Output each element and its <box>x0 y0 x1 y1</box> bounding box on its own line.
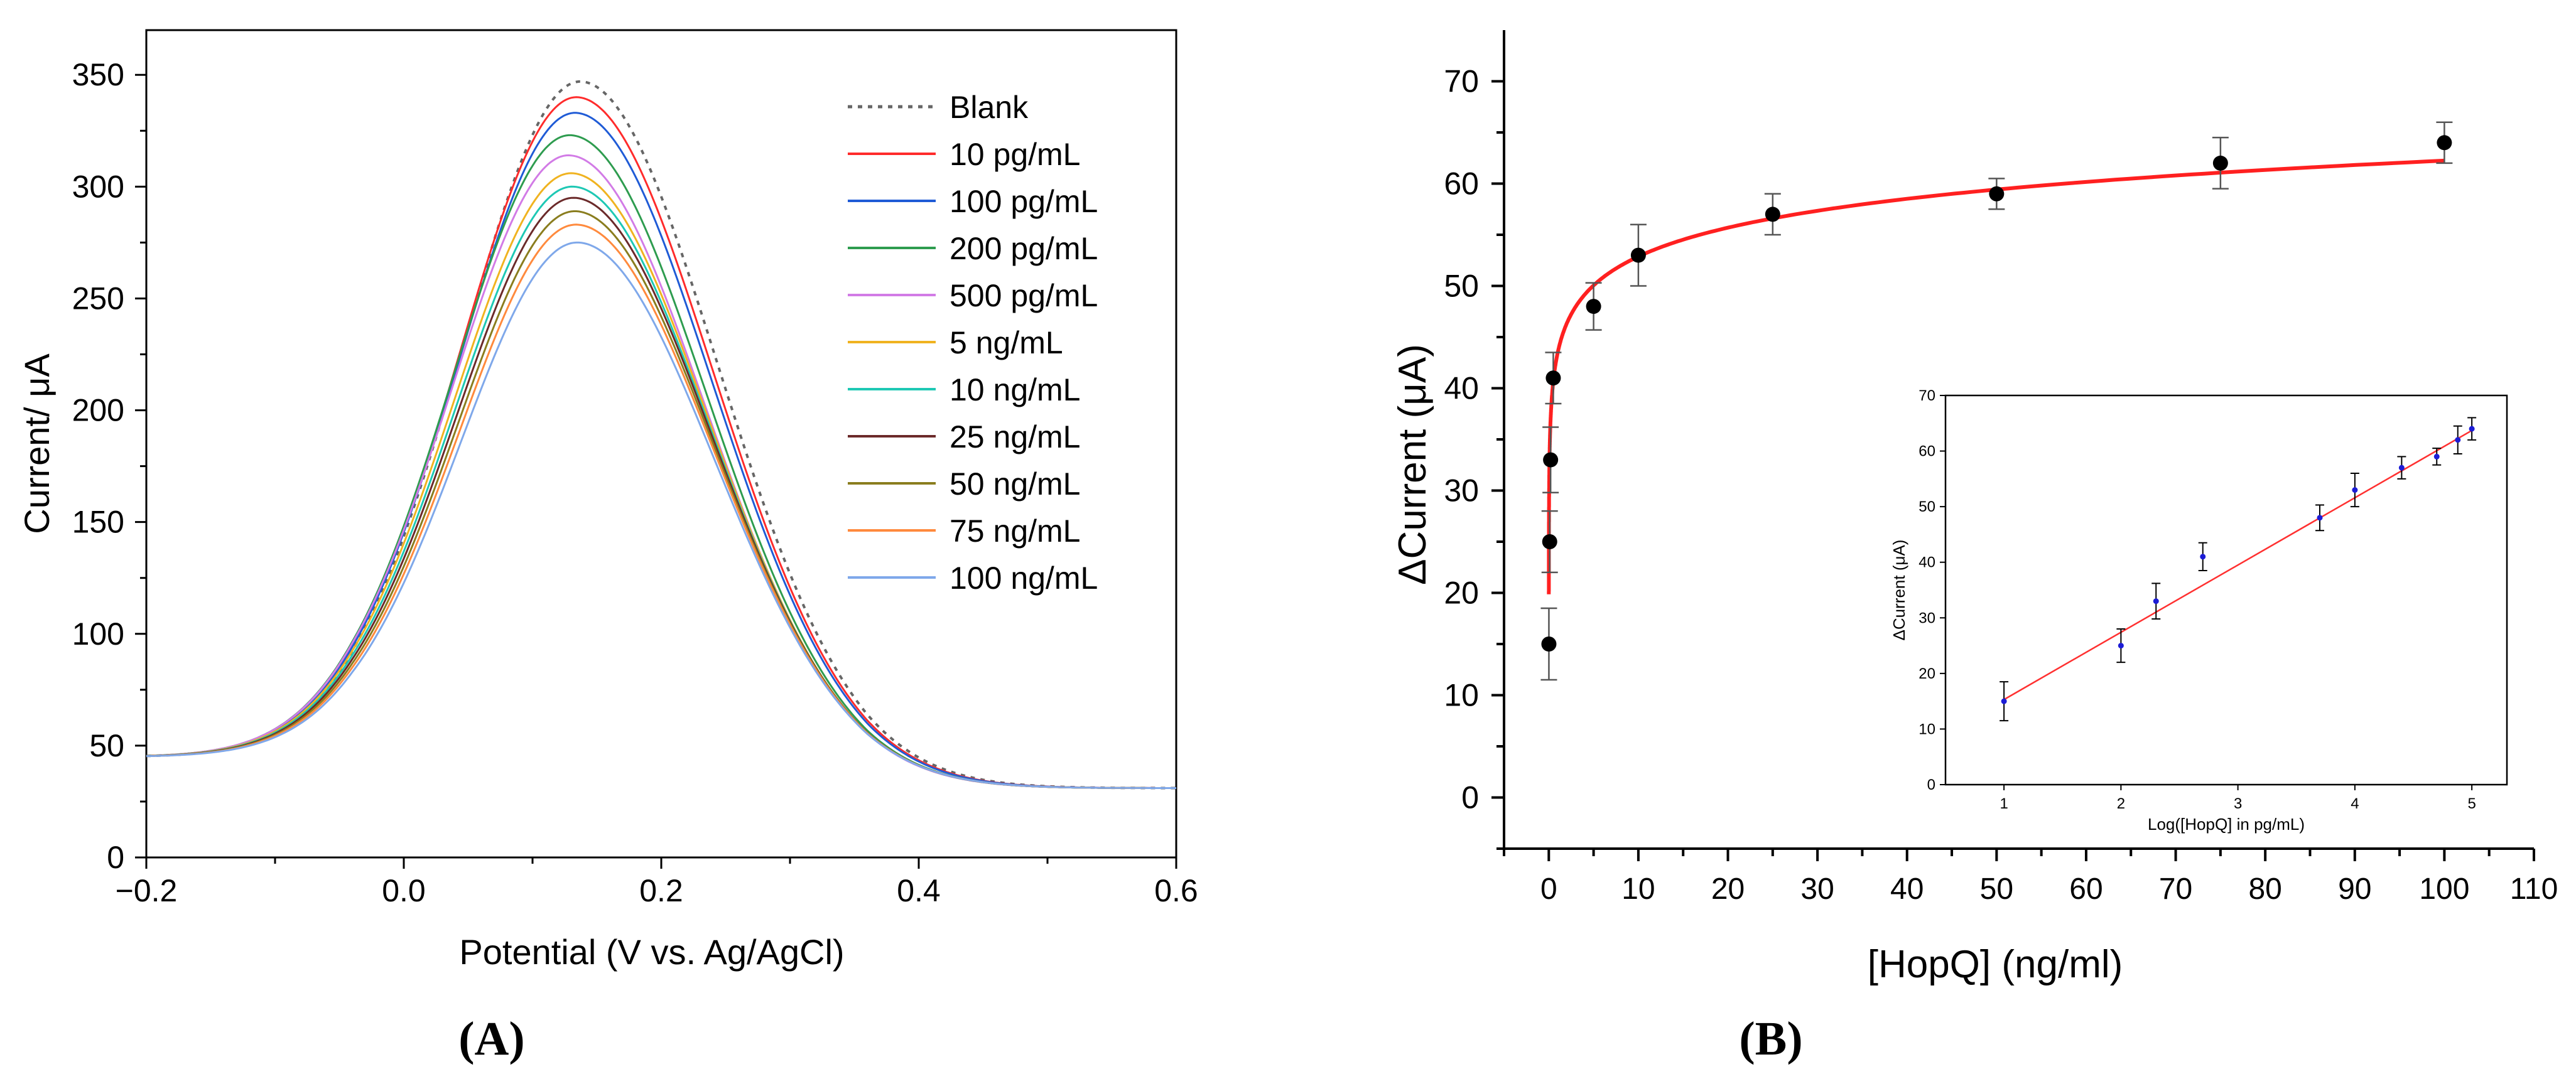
data-point <box>1543 452 1559 468</box>
panel-b-x-tick-label: 90 <box>2338 873 2371 906</box>
panel-b-x-tick-label: 30 <box>1800 873 1834 906</box>
data-point <box>2437 135 2452 151</box>
panel-a-y-tick-label: 150 <box>72 505 124 540</box>
inset-y-tick-label: 40 <box>1918 554 1935 571</box>
legend-label-5: 5 ng/mL <box>950 325 1063 360</box>
inset-y-tick-label: 60 <box>1918 443 1935 460</box>
panel-b-x-tick-label: 80 <box>2248 873 2281 906</box>
data-point <box>1989 186 2005 201</box>
legend-label-8: 50 ng/mL <box>950 466 1080 502</box>
data-point <box>1545 370 1561 386</box>
inset-x-tick-label: 1 <box>2000 795 2008 812</box>
inset-y-tick-label: 30 <box>1918 609 1935 626</box>
inset-data-point <box>2200 554 2206 560</box>
data-point <box>1765 207 1780 222</box>
inset-y-axis-title: ΔCurrent (μA) <box>1890 540 1908 641</box>
panel-a-y-tick-label: 350 <box>72 57 124 92</box>
panel-b-x-tick-label: 0 <box>1540 873 1557 906</box>
inset-y-tick-label: 50 <box>1918 498 1935 515</box>
panel-a-y-tick-label: 0 <box>107 840 124 875</box>
legend-label-9: 75 ng/mL <box>950 513 1080 549</box>
panel-b-y-axis-title: ΔCurrent (μA) <box>1391 344 1434 585</box>
panel-a-x-tick-label: 0.6 <box>1154 873 1198 908</box>
panel-a-x-axis-title: Potential (V vs. Ag/AgCl) <box>459 932 844 972</box>
panel-a-label: (A) <box>458 1012 525 1065</box>
panel-b-x-tick-label: 100 <box>2419 873 2469 906</box>
data-point <box>1542 534 1557 549</box>
legend-label-6: 10 ng/mL <box>950 372 1080 407</box>
panel-b-y-tick-label: 50 <box>1444 269 1479 304</box>
data-point <box>1630 247 1646 263</box>
panel-a-x-tick-label: 0.4 <box>897 873 941 908</box>
panel-b-y-tick-label: 20 <box>1444 576 1479 611</box>
panel-b-y-tick-label: 30 <box>1444 473 1479 508</box>
data-point <box>1586 299 1601 314</box>
inset-data-point <box>2317 515 2323 521</box>
legend-label-0: Blank <box>950 90 1029 125</box>
inset-data-point <box>2455 437 2461 443</box>
inset-x-tick-label: 5 <box>2467 795 2476 812</box>
inset-fit-line <box>2003 429 2472 701</box>
inset-y-tick-label: 70 <box>1918 387 1935 404</box>
panel-a-y-tick-label: 100 <box>72 616 124 652</box>
panel-a-y-tick-label: 250 <box>72 281 124 316</box>
panel-b-x-tick-label: 70 <box>2159 873 2192 906</box>
panel-a-x-tick-label: 0.2 <box>639 873 683 908</box>
inset-x-tick-label: 3 <box>2234 795 2242 812</box>
inset-x-tick-label: 2 <box>2117 795 2125 812</box>
inset-data-point <box>2398 465 2405 471</box>
panel-a-x-tick-label: −0.2 <box>116 873 178 908</box>
panel-b-y-tick-label: 10 <box>1444 678 1479 713</box>
panel-b-label: (B) <box>1739 1012 1802 1065</box>
panel-b-x-axis-title: [HopQ] (ng/ml) <box>1868 943 2123 986</box>
panel-b-y-tick-label: 0 <box>1461 780 1479 815</box>
panel-b-y-tick-label: 70 <box>1444 64 1479 99</box>
inset-x-axis-title: Log([HopQ] in pg/mL) <box>2148 815 2305 834</box>
inset-y-tick-label: 10 <box>1918 721 1935 738</box>
panel-b-x-tick-label: 20 <box>1711 873 1745 906</box>
legend-label-7: 25 ng/mL <box>950 419 1080 454</box>
legend-label-4: 500 pg/mL <box>950 278 1098 313</box>
inset-data-point <box>2001 698 2007 704</box>
data-point <box>2212 155 2228 171</box>
panel-b-x-tick-label: 40 <box>1890 873 1924 906</box>
inset-data-point <box>2153 598 2159 604</box>
series-line-10 <box>146 241 1176 789</box>
panel-b-y-tick-label: 40 <box>1444 371 1479 406</box>
panel-a-y-axis-title: Current/ μA <box>17 353 57 534</box>
inset-y-tick-label: 20 <box>1918 665 1935 682</box>
panel-b-x-tick-label: 60 <box>2069 873 2102 906</box>
inset-y-tick-label: 0 <box>1927 776 1935 793</box>
data-point <box>1541 636 1557 652</box>
inset-data-point <box>2118 643 2124 649</box>
inset-data-point <box>2433 453 2440 459</box>
panel-b-x-tick-label: 10 <box>1621 873 1655 906</box>
panel-a-y-tick-label: 50 <box>89 728 124 763</box>
legend-label-1: 10 pg/mL <box>950 137 1080 172</box>
panel-a-x-tick-label: 0.0 <box>382 873 426 908</box>
inset-data-point <box>2352 487 2358 493</box>
inset-x-tick-label: 4 <box>2351 795 2359 812</box>
panel-b-x-tick-label: 50 <box>1980 873 2013 906</box>
inset-frame <box>1944 394 2508 786</box>
legend-label-2: 100 pg/mL <box>950 184 1098 219</box>
inset-data-point <box>2469 426 2475 432</box>
panel-a-y-tick-label: 300 <box>72 169 124 204</box>
legend-label-10: 100 ng/mL <box>950 561 1098 596</box>
panel-a-y-tick-label: 200 <box>72 393 124 428</box>
legend-label-3: 200 pg/mL <box>950 231 1098 266</box>
panel-b-y-tick-label: 60 <box>1444 166 1479 201</box>
panel-b-x-tick-label: 110 <box>2510 873 2558 906</box>
